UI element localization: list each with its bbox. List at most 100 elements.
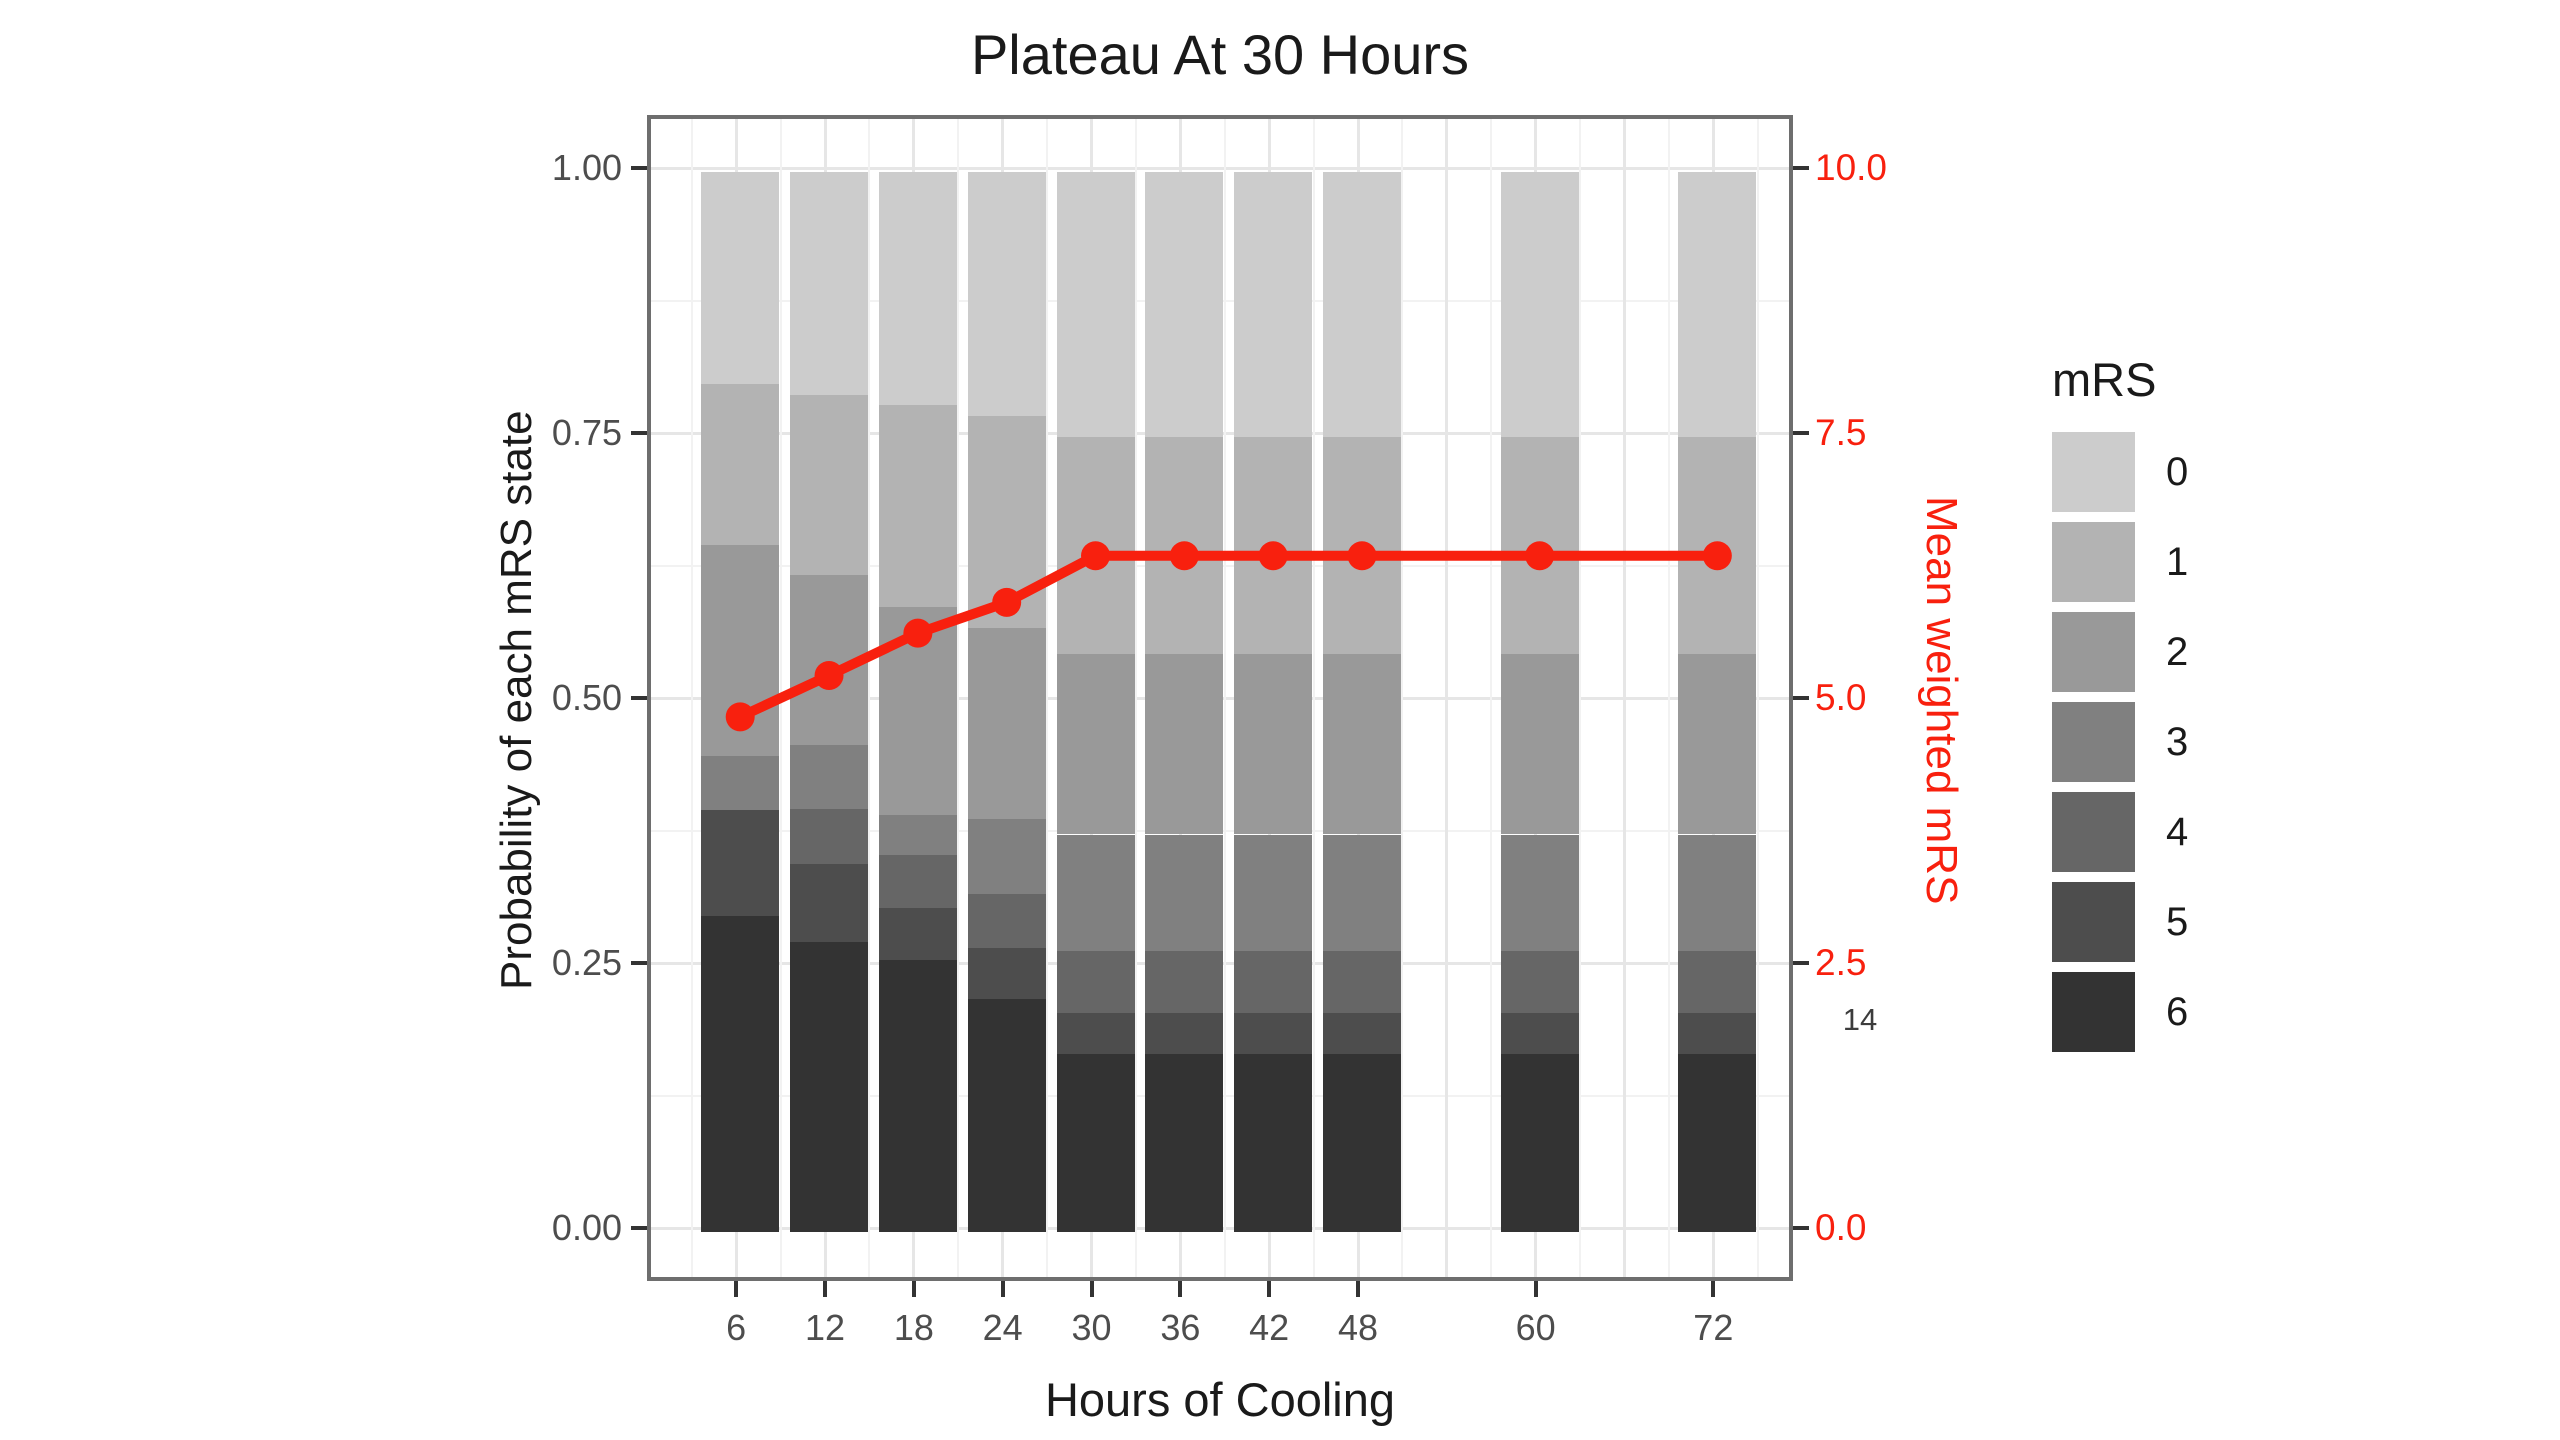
bar-segment-mrs5: [1056, 1012, 1135, 1054]
bar-segment-mrs6: [1678, 1053, 1757, 1232]
bar-segment-mrs6: [1500, 1053, 1579, 1232]
x-axis-tick-label: 18: [893, 1307, 934, 1348]
y-axis-tick-label-left: 0.00: [551, 1207, 622, 1248]
y-axis-title-left: Probability of each mRS state: [492, 410, 541, 990]
x-axis-tick-label: 12: [804, 1307, 846, 1348]
legend-swatch-mrs2: [2052, 612, 2135, 692]
gridline-minor-v: [1756, 119, 1759, 1277]
x-axis-tick-label: 30: [1071, 1307, 1112, 1348]
bar-segment-mrs1: [1678, 437, 1757, 655]
y-axis-tick-label-right: 2.5: [1815, 942, 1867, 983]
bar-segment-mrs0: [1323, 172, 1401, 437]
y-axis-tick-right: [1793, 431, 1809, 435]
x-axis-tick-label: 24: [982, 1307, 1023, 1348]
legend-item-label: 2: [2166, 630, 2189, 674]
bar-segment-mrs1: [1056, 437, 1135, 655]
y-axis-tick-right: [1793, 166, 1809, 170]
gridline-major-v: [1445, 119, 1449, 1277]
gridline-minor-v: [957, 119, 960, 1277]
legend-item-label: 4: [2166, 810, 2189, 854]
bar-segment-mrs5: [967, 947, 1046, 999]
bar-segment-mrs2: [878, 606, 957, 816]
y-axis-tick-label-left: 0.75: [551, 412, 622, 453]
gridline-minor-v: [1134, 119, 1137, 1277]
gridline-minor-v: [1046, 119, 1049, 1277]
bar-segment-mrs0: [1145, 172, 1224, 437]
bar-segment-mrs3: [1678, 834, 1757, 952]
legend-item-label: 1: [2166, 540, 2189, 584]
gridline-minor-v: [1579, 119, 1582, 1277]
x-axis-tick: [1356, 1281, 1360, 1297]
x-axis-tick: [734, 1281, 739, 1297]
x-axis-title: Hours of Cooling: [1044, 1373, 1396, 1426]
gridline-minor-v: [868, 119, 871, 1277]
y-axis-tick-right: [1793, 1226, 1809, 1230]
y-axis-tick-right: [1793, 696, 1809, 700]
bar-segment-mrs1: [967, 415, 1046, 628]
bar-segment-mrs0: [1234, 172, 1313, 437]
bar-segment-mrs3: [967, 818, 1046, 894]
bar-segment-mrs4: [1056, 951, 1135, 1013]
gridline-minor-v: [1490, 119, 1493, 1277]
x-axis-tick: [1533, 1281, 1538, 1297]
bar-segment-mrs1: [790, 394, 869, 575]
bar-segment-mrs4: [1678, 951, 1757, 1013]
x-axis-tick-label: 72: [1693, 1307, 1734, 1348]
y-axis-tick-right: [1793, 961, 1809, 965]
legend-swatch-mrs1: [2052, 522, 2135, 602]
bar-segment-mrs1: [878, 405, 957, 607]
bar-segment-mrs5: [1145, 1012, 1224, 1054]
bar-segment-mrs5: [701, 810, 780, 917]
bar-segment-mrs0: [1678, 172, 1757, 437]
y-axis-tick-label-left: 0.50: [551, 677, 622, 718]
legend: mRS 0 1 2 3 4 5 6: [2046, 352, 2306, 1057]
legend-item: 4: [2046, 787, 2306, 877]
gridline-minor-v: [1223, 119, 1226, 1277]
bar-segment-mrs5: [1678, 1012, 1757, 1054]
y-axis-tick-left: [631, 1226, 647, 1230]
bar-segment-mrs4: [1323, 951, 1401, 1013]
note-14: 14: [1842, 1002, 1878, 1037]
legend-item: 5: [2046, 877, 2306, 967]
bar-segment-mrs0: [878, 172, 957, 406]
y-axis-tick-label-right: 5.0: [1815, 677, 1867, 718]
bar-segment-mrs0: [790, 172, 869, 395]
bar-segment-mrs3: [1145, 834, 1224, 952]
bar-segment-mrs2: [1145, 654, 1224, 835]
x-axis-tick-label: 60: [1515, 1307, 1556, 1348]
legend-item-label: 6: [2166, 990, 2189, 1034]
bar-segment-mrs4: [790, 809, 869, 865]
bar-segment-mrs0: [1500, 172, 1579, 437]
y-axis-title-right: Mean weighted mRS: [1917, 495, 1966, 905]
bar-segment-mrs3: [1056, 834, 1135, 952]
bar-segment-mrs1: [701, 384, 780, 546]
x-axis-tick: [911, 1281, 916, 1297]
bar-segment-mrs1: [1323, 437, 1401, 655]
x-axis-tick-label: 48: [1337, 1307, 1379, 1348]
legend-item-label: 3: [2166, 720, 2189, 764]
legend-items: 0 1 2 3 4 5 6: [2046, 427, 2306, 1057]
y-axis-tick-label-left: 0.25: [551, 942, 622, 983]
x-axis-tick: [823, 1281, 828, 1297]
bar-segment-mrs5: [1323, 1012, 1401, 1054]
bar-segment-mrs2: [790, 574, 869, 746]
legend-item: 2: [2046, 607, 2306, 697]
bar-segment-mrs6: [1145, 1053, 1224, 1232]
legend-swatch-mrs6: [2052, 972, 2135, 1052]
gridline-minor-v: [690, 119, 693, 1277]
bar-segment-mrs3: [1323, 834, 1401, 952]
bar-segment-mrs6: [878, 959, 957, 1232]
bar-segment-mrs2: [1234, 654, 1313, 835]
x-axis-tick: [1000, 1281, 1005, 1297]
bar-segment-mrs5: [1500, 1012, 1579, 1054]
bar-segment-mrs3: [701, 756, 780, 811]
gridline-minor-v: [1401, 119, 1404, 1277]
y-axis-tick-left: [631, 961, 647, 965]
y-axis-tick-left: [631, 431, 647, 435]
y-axis-tick-label-right: 7.5: [1815, 412, 1867, 453]
x-axis-tick: [1711, 1281, 1716, 1297]
legend-swatch-mrs5: [2052, 882, 2135, 962]
bar-segment-mrs6: [967, 998, 1046, 1232]
bar-segment-mrs6: [701, 916, 780, 1232]
bar-segment-mrs4: [878, 854, 957, 908]
